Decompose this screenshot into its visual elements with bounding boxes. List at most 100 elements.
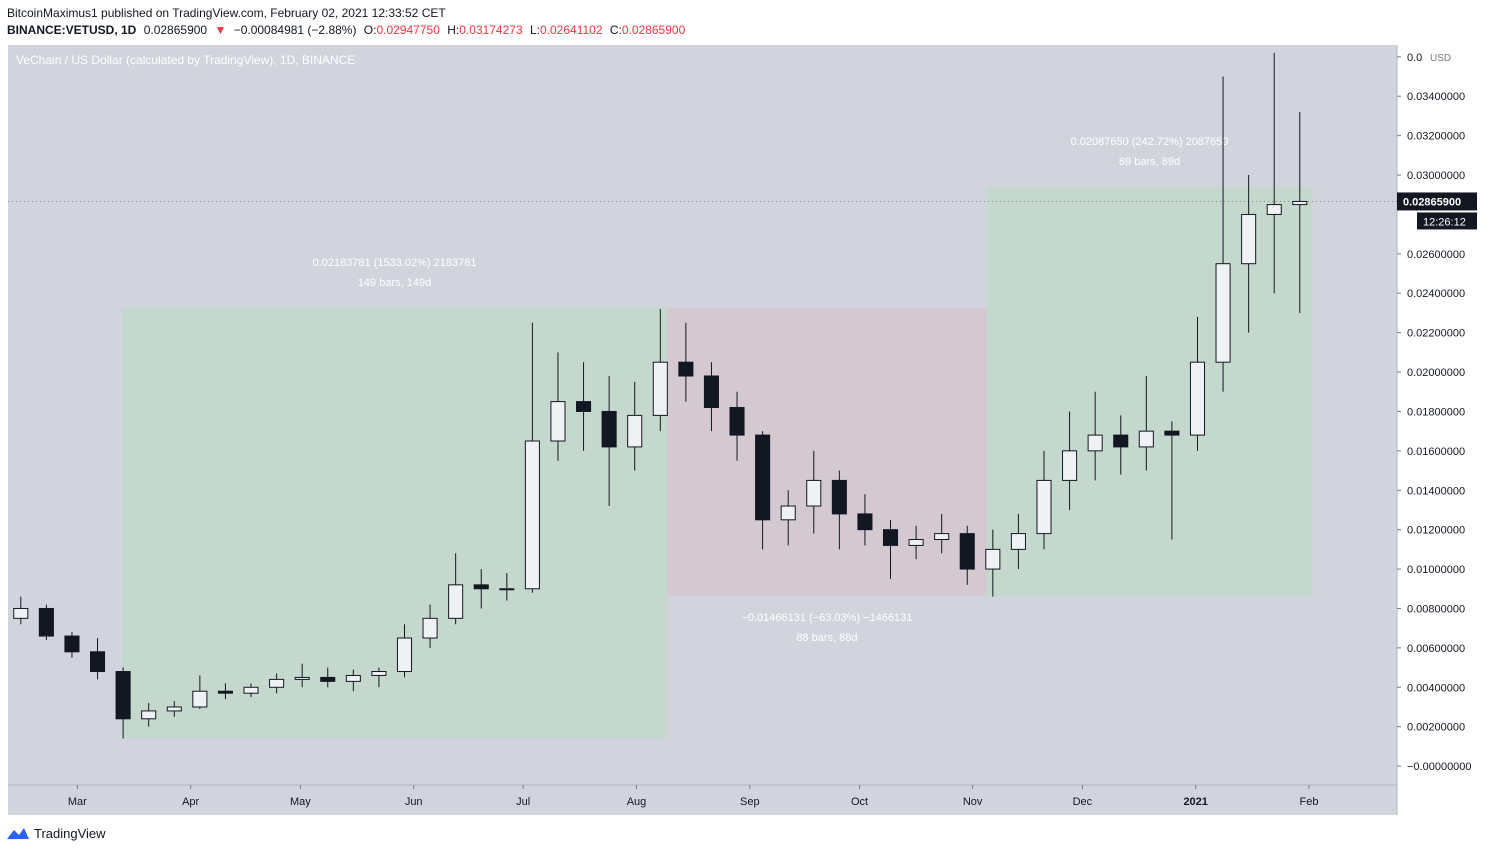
candle-body [857,513,873,531]
y-tick-label: 0.01400000 [1407,485,1465,497]
measure-box [986,187,1313,597]
candle-body [1215,263,1231,363]
candle-body [755,434,771,521]
countdown-label: 12:26:12 [1423,216,1466,228]
x-tick-label: Dec [1073,796,1093,808]
h-label: H: [447,23,459,37]
candle-body [64,635,80,653]
candle-body [192,690,208,708]
change: −0.00084981 (−2.88%) [234,23,357,37]
candle-body [806,479,822,507]
l-value: 0.02641102 [540,23,603,37]
candle-body [601,410,617,448]
candle-body [1087,434,1103,452]
candle-body [115,671,131,720]
y-tick-label: 0.03400000 [1407,91,1465,103]
measure-box [122,307,667,739]
x-tick-label: Jun [405,796,423,808]
x-tick-label: Apr [182,796,199,808]
candle-body [1241,213,1257,265]
measure-text: 89 bars, 89d [1119,156,1180,168]
candle-body [576,401,592,412]
candle-body [1292,200,1308,206]
y-tick-label: 0.02000000 [1407,367,1465,379]
time-axis-background [8,785,1397,815]
symbol: BINANCE:VETUSD, 1D [7,23,137,37]
y-tick-label: 0.0 [1407,52,1422,64]
candle-body [550,401,566,442]
candle-body [627,414,643,448]
candle-body [1266,204,1282,215]
candle-body [1189,361,1206,436]
currency-label: USD [1430,53,1451,64]
y-tick-label: 0.01000000 [1407,564,1465,576]
candle-body [703,375,719,409]
candle-body [985,548,1001,570]
l-label: L: [530,23,540,37]
candle-body [473,584,489,590]
candle-body [652,361,668,416]
x-tick-label: 2021 [1183,796,1207,808]
y-tick-label: 0.02200000 [1407,328,1465,340]
candle-body [269,678,285,688]
y-tick-label: −0.00000000 [1407,761,1472,773]
y-tick-label: 0.01600000 [1407,446,1465,458]
c-value: 0.02865900 [622,23,686,37]
candle-body [38,607,54,637]
countdown-tag [1417,212,1477,230]
candle-body [396,637,413,673]
x-tick-label: Sep [740,796,760,808]
x-tick-label: Aug [627,796,647,808]
o-label: O: [364,23,377,37]
measure-text: −0.01466131 (−63.03%) −1466131 [741,612,912,624]
candle-body [678,361,694,377]
measure-text: 149 bars, 149d [358,277,431,289]
y-tick-label: 0.00800000 [1407,603,1465,615]
candle-body [831,479,847,515]
x-tick-label: May [290,796,311,808]
y-tick-label: 0.01200000 [1407,525,1465,537]
candle-body [217,690,233,694]
measure-box [666,307,987,597]
candle-body [320,676,336,682]
candle-body [908,539,924,546]
x-tick-label: Jul [516,796,530,808]
candle-body [1062,450,1078,481]
candle-body [141,710,157,720]
logo-icon [7,828,29,839]
x-tick-label: Nov [963,796,983,808]
y-tick-label: 0.00400000 [1407,682,1465,694]
candle-body [1113,434,1129,448]
x-tick-label: Feb [1300,796,1319,808]
candle-body [780,505,796,521]
candle-body [499,588,515,591]
measure-text: 0.02183781 (1533.02%) 2183781 [313,257,477,269]
price-axis-background [1397,45,1491,785]
y-tick-label: 0.00200000 [1407,722,1465,734]
arrow: ▼ [214,23,226,37]
y-tick-label: 0.02600000 [1407,249,1465,261]
chart-title: VeChain / US Dollar (calculated by Tradi… [16,53,355,67]
y-tick-label: 0.00600000 [1407,643,1465,655]
c-label: C: [610,23,622,37]
candle-body [89,651,106,673]
measure-text: 0.02087650 (242.72%) 2087650 [1071,136,1229,148]
candle-body [882,529,899,546]
x-tick-label: Mar [68,796,87,808]
y-tick-label: 0.03000000 [1407,170,1465,182]
candle-body [243,686,259,694]
candle-body [1164,430,1180,436]
candle-body [13,607,29,619]
last: 0.02865900 [144,23,208,37]
y-tick-label: 0.02400000 [1407,288,1465,300]
publish-line: BitcoinMaximus1 published on TradingView… [7,6,446,20]
x-tick-label: Oct [851,796,868,808]
candle-body [1036,479,1052,535]
symbol-line: BINANCE:VETUSD, 1D 0.02865900 ▼ −0.00084… [7,23,686,37]
measure-text: 88 bars, 88d [796,632,857,644]
candle-body [524,440,540,590]
candle-body [959,533,975,570]
h-value: 0.03174273 [459,23,523,37]
